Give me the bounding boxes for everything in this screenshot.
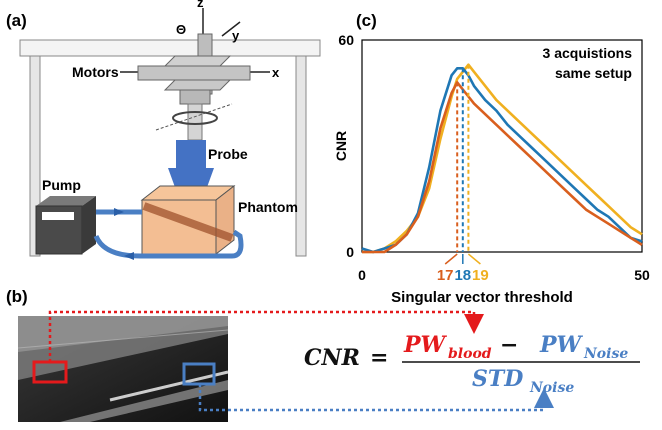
panel-b: (b) CNR = PW blood − PW Noise STD Noise [6,287,640,422]
axis-theta-label: Θ [176,22,186,37]
y-tick-label: 60 [338,32,354,48]
formula-pw-noise: PW [539,332,584,358]
axis-y-label: y [232,28,240,43]
threshold-label-18: 18 [454,267,471,284]
formula-minus: − [500,332,518,358]
threshold-label-17: 17 [437,267,454,284]
x-tick-label: 50 [634,267,650,283]
panel-b-label: (b) [6,287,28,306]
y-tick-label: 0 [346,244,354,260]
chart-annotation: same setup [555,65,632,81]
formula-equals: = [370,345,388,371]
y-axis-label: CNR [333,131,349,161]
plot-frame [361,39,643,253]
panel-c: (c) 0 60 0 50 CNR Singular vector threshold 3 … [333,11,650,306]
ultrasound-image [17,316,229,422]
phantom-label: Phantom [238,199,298,215]
pump [35,196,96,255]
panel-a-label: (a) [6,11,27,30]
x-axis-label: Singular vector threshold [391,289,573,306]
series-line-1 [361,67,643,254]
threshold-label-19: 19 [472,267,489,284]
phantom [140,184,236,256]
formula-noise-subscript-top: Noise [583,346,628,362]
series-line-0 [362,63,643,254]
tubing [93,208,244,260]
formula-cnr: CNR [304,345,360,371]
motors-label: Motors [72,64,119,80]
chart-annotation: 3 acquistions [543,45,633,61]
cnr-formula: CNR = PW blood − PW Noise STD Noise [304,332,640,396]
formula-std: STD [472,366,523,392]
formula-blood-subscript: blood [448,346,492,362]
series-line-2 [362,81,643,254]
cnr-chart: 0 60 0 50 CNR Singular vector threshold 3 acqu… [333,32,650,306]
panel-c-label: (c) [356,11,377,30]
motor-assembly [120,8,270,141]
threshold-bracket-19 [467,253,481,265]
axis-z-label: z [197,0,204,10]
threshold-bracket-17 [444,253,458,265]
panel-a: (a) z y x Θ Motors [6,0,321,260]
formula-noise-subscript-bottom: Noise [529,380,574,396]
noise-arrow [198,384,554,412]
x-tick-label: 0 [358,267,366,283]
axis-x-label: x [272,65,280,80]
gantry-frame [19,39,321,257]
probe-label: Probe [208,146,248,162]
probe [168,140,214,190]
formula-pw-blood: PW [403,332,448,358]
blood-arrow [48,310,484,362]
pump-label: Pump [42,177,81,193]
